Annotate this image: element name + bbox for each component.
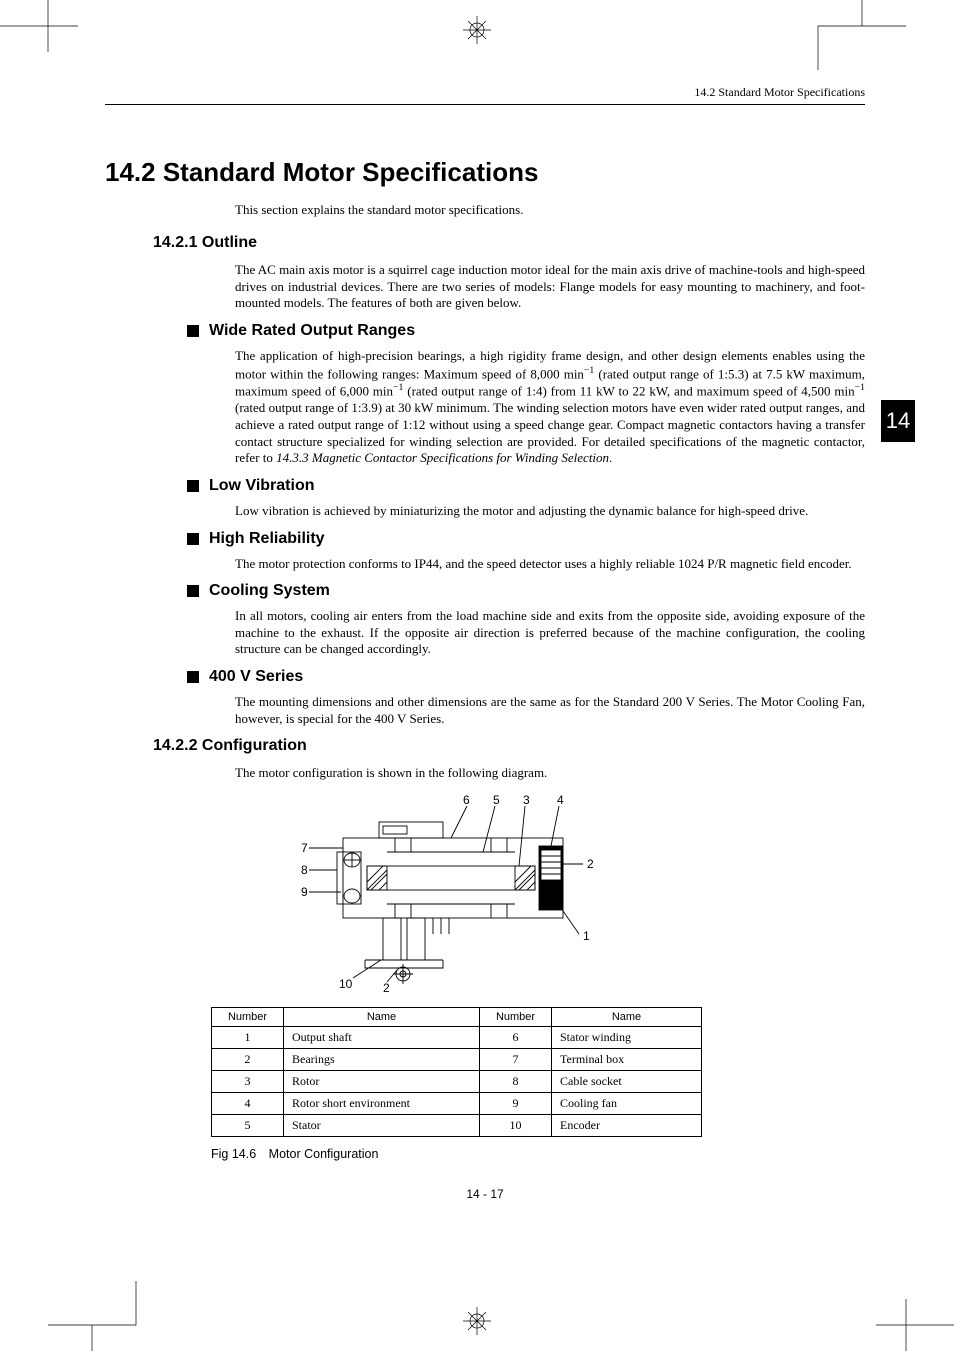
cell-num-b: 10 — [480, 1114, 552, 1136]
body-lowvib: Low vibration is achieved by miniaturizi… — [235, 503, 865, 520]
bullet-icon — [187, 585, 199, 597]
section-intro: This section explains the standard motor… — [235, 202, 865, 218]
th-name-b: Name — [552, 1007, 702, 1026]
cell-num-a: 4 — [212, 1092, 284, 1114]
table-row: 5Stator10Encoder — [212, 1114, 702, 1136]
body-400v: The mounting dimensions and other dimens… — [235, 694, 865, 727]
cell-name-a: Stator — [284, 1114, 480, 1136]
cell-name-b: Stator winding — [552, 1026, 702, 1048]
parts-table: Number Name Number Name 1Output shaft6St… — [211, 1007, 702, 1137]
cell-name-a: Rotor — [284, 1070, 480, 1092]
page-number: 14 - 17 — [105, 1187, 865, 1201]
th-number-a: Number — [212, 1007, 284, 1026]
motor-diagram: 1 2 7 8 9 6 5 3 4 10 2 — [283, 792, 865, 997]
heading-400v: 400 V Series — [209, 668, 303, 686]
heading-wide: Wide Rated Output Ranges — [209, 322, 415, 340]
body-highrel: The motor protection conforms to IP44, a… — [235, 556, 865, 573]
table-row: 3Rotor8Cable socket — [212, 1070, 702, 1092]
callout-1: 1 — [583, 929, 590, 943]
bullet-icon — [187, 480, 199, 492]
callout-2b: 2 — [383, 981, 390, 992]
cell-num-b: 8 — [480, 1070, 552, 1092]
cell-num-a: 5 — [212, 1114, 284, 1136]
callout-9: 9 — [301, 885, 308, 899]
callout-4: 4 — [557, 793, 564, 807]
section-title: 14.2 Standard Motor Specifications — [105, 157, 865, 188]
callout-5: 5 — [493, 793, 500, 807]
motor-diagram-svg: 1 2 7 8 9 6 5 3 4 10 2 — [283, 792, 643, 992]
body-cooling: In all motors, cooling air enters from t… — [235, 608, 865, 658]
callout-6: 6 — [463, 793, 470, 807]
body-wide: The application of high-precision bearin… — [235, 348, 865, 467]
heading-outline: 14.2.1 Outline — [153, 234, 865, 252]
cell-num-b: 6 — [480, 1026, 552, 1048]
cell-num-b: 7 — [480, 1048, 552, 1070]
cell-num-a: 1 — [212, 1026, 284, 1048]
heading-cooling: Cooling System — [209, 582, 330, 600]
page-content: 14.2 Standard Motor Specifications 14 14… — [105, 0, 865, 1201]
cell-name-a: Rotor short environment — [284, 1092, 480, 1114]
bullet-icon — [187, 533, 199, 545]
cell-num-a: 3 — [212, 1070, 284, 1092]
head-rule — [105, 104, 865, 105]
cell-name-b: Encoder — [552, 1114, 702, 1136]
bullet-icon — [187, 671, 199, 683]
th-name-a: Name — [284, 1007, 480, 1026]
bullet-icon — [187, 325, 199, 337]
table-row: 2Bearings7Terminal box — [212, 1048, 702, 1070]
heading-highrel-row: High Reliability — [187, 530, 865, 548]
cell-num-a: 2 — [212, 1048, 284, 1070]
heading-lowvib-row: Low Vibration — [187, 477, 865, 495]
heading-highrel: High Reliability — [209, 530, 325, 548]
cell-name-b: Terminal box — [552, 1048, 702, 1070]
callout-8: 8 — [301, 863, 308, 877]
body-config: The motor configuration is shown in the … — [235, 765, 865, 782]
running-head: 14.2 Standard Motor Specifications — [105, 85, 865, 100]
callout-10: 10 — [339, 977, 353, 991]
heading-400v-row: 400 V Series — [187, 668, 865, 686]
heading-cooling-row: Cooling System — [187, 582, 865, 600]
figure-caption: Fig 14.6 Motor Configuration — [211, 1147, 865, 1161]
heading-wide-row: Wide Rated Output Ranges — [187, 322, 865, 340]
table-row: 1Output shaft6Stator winding — [212, 1026, 702, 1048]
cell-name-b: Cooling fan — [552, 1092, 702, 1114]
cell-name-a: Bearings — [284, 1048, 480, 1070]
table-row: 4Rotor short environment9Cooling fan — [212, 1092, 702, 1114]
cell-name-a: Output shaft — [284, 1026, 480, 1048]
cell-name-b: Cable socket — [552, 1070, 702, 1092]
chapter-tab: 14 — [881, 400, 915, 442]
callout-3: 3 — [523, 793, 530, 807]
body-outline: The AC main axis motor is a squirrel cag… — [235, 262, 865, 312]
heading-config: 14.2.2 Configuration — [153, 737, 865, 755]
th-number-b: Number — [480, 1007, 552, 1026]
callout-7: 7 — [301, 841, 308, 855]
callout-2a: 2 — [587, 857, 594, 871]
table-header-row: Number Name Number Name — [212, 1007, 702, 1026]
cell-num-b: 9 — [480, 1092, 552, 1114]
heading-lowvib: Low Vibration — [209, 477, 314, 495]
